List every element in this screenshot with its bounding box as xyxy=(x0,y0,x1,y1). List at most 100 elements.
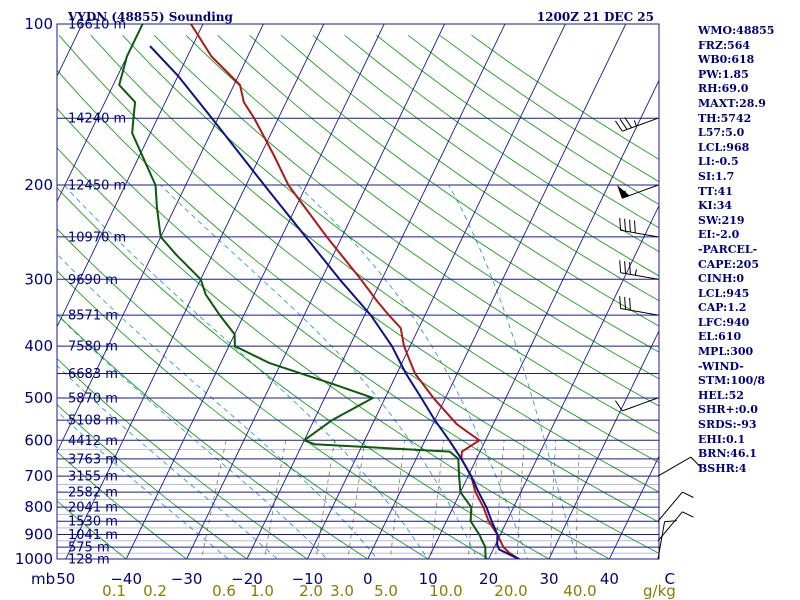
dry-adiabat-line xyxy=(57,187,550,559)
stat-item: EHI:0.1 xyxy=(698,432,746,446)
isotherm-line xyxy=(57,24,264,454)
wind-barb-staff xyxy=(620,308,659,316)
height-label: 9690 m xyxy=(68,273,118,288)
dry-adiabat-line xyxy=(58,35,659,493)
pressure-axis: 1000 900 800 700 600 500 400 300 200 100 xyxy=(15,15,53,568)
pressure-tick-label: 400 xyxy=(24,337,53,355)
stat-item: L57:5.0 xyxy=(698,126,745,140)
plot-frame xyxy=(56,23,660,560)
wind-barb-feather xyxy=(682,511,694,518)
mixing-ratio-label: 5.0 xyxy=(374,582,398,600)
stat-item: FRZ:564 xyxy=(698,38,751,52)
wind-barb-staff xyxy=(657,511,683,542)
stat-item: LFC:940 xyxy=(698,315,750,329)
stat-item: CAP:1.2 xyxy=(698,301,747,315)
height-labels: 16610 m 14240 m 12450 m 10970 m 9690 m 8571 m… xyxy=(68,18,126,568)
station-title: VYDN (48855) Sounding xyxy=(67,10,234,24)
plot-background xyxy=(57,24,659,559)
pressure-tick-label: 800 xyxy=(24,498,53,516)
stat-item: BRN:46.1 xyxy=(698,447,757,461)
pressure-tick-label: 1000 xyxy=(15,550,53,568)
dry-adiabat-line xyxy=(57,403,248,559)
wind-barb-feather xyxy=(614,400,623,412)
mixing-ratio-label: 10.0 xyxy=(429,582,462,600)
stat-item: -PARCEL- xyxy=(698,242,758,256)
stat-item: MPL:300 xyxy=(698,345,754,359)
stat-item: WB0:618 xyxy=(698,53,755,67)
stat-item: TH:5742 xyxy=(698,111,752,125)
x-axis-corner-label: mb xyxy=(31,570,55,588)
wind-barb-feather xyxy=(634,220,636,233)
isotherm-line xyxy=(427,79,659,559)
stat-item: KI:34 xyxy=(698,199,733,213)
dry-adiabat-line xyxy=(57,358,309,559)
pressure-tick-label: 200 xyxy=(24,176,53,194)
dewpoint-line xyxy=(118,24,487,559)
stat-item: WMO:48855 xyxy=(698,24,775,37)
height-label: 3155 m xyxy=(68,470,118,485)
temperature-tick-label: 20 xyxy=(479,570,498,588)
stat-item: PW:1.85 xyxy=(698,67,749,81)
background-grid xyxy=(57,24,659,559)
wind-barb-feather xyxy=(624,261,626,274)
valid-time: 1200Z 21 DEC 25 xyxy=(537,10,654,24)
stat-item: BSHR:4 xyxy=(698,461,747,475)
parcel-line xyxy=(149,45,522,559)
wind-barb xyxy=(617,184,659,199)
isotherm-line xyxy=(608,455,659,559)
temperature-tick-label: −20 xyxy=(231,570,263,588)
wind-barb xyxy=(657,511,694,542)
height-label: 7580 m xyxy=(68,340,118,355)
stat-item: LCL:945 xyxy=(698,286,750,300)
wind-barb-feather xyxy=(624,296,626,310)
dry-adiabat-line xyxy=(57,451,188,559)
height-label: 1041 m xyxy=(68,528,118,543)
temperature-tick-label: C xyxy=(665,570,675,588)
dry-adiabat-line xyxy=(90,34,659,464)
stat-item: LCL:968 xyxy=(698,140,750,154)
wind-barb-feather xyxy=(690,456,700,467)
mixing-ratio-label: 0.2 xyxy=(143,582,167,600)
pressure-tick-label: 500 xyxy=(24,389,53,407)
dry-adiabat-line xyxy=(57,107,659,554)
stat-item: SI:1.7 xyxy=(698,169,735,183)
wind-barb xyxy=(614,117,659,132)
pressure-tick-label: 700 xyxy=(24,467,53,485)
height-label: 575 m xyxy=(68,541,110,556)
mixing-ratio-axis: g/kg 0.1 0.2 0.6 1.0 2.0 3.0 5.0 10.0 20.0 40.0 xyxy=(102,582,676,600)
isotherm-line xyxy=(367,24,627,559)
wind-barb xyxy=(619,260,659,280)
height-label: 5108 m xyxy=(68,414,118,429)
stat-item: CAPE:205 xyxy=(698,257,759,271)
wind-barb xyxy=(619,296,659,316)
height-label: 12450 m xyxy=(68,179,126,194)
stat-item: STM:100/8 xyxy=(698,374,765,388)
dry-adiabat-line xyxy=(57,500,127,559)
stat-item: SHR+:0.0 xyxy=(698,403,758,417)
isotherm-line xyxy=(65,24,325,559)
isotherm-line xyxy=(488,204,659,559)
wind-barb-staff xyxy=(622,397,659,412)
stat-item: SRDS:-93 xyxy=(698,418,757,432)
temperature-tick-label: −30 xyxy=(171,570,203,588)
temperature-tick-label: −40 xyxy=(110,570,142,588)
height-label: 2041 m xyxy=(68,501,118,516)
dry-adiabat-line xyxy=(57,228,490,559)
stat-item: EL:610 xyxy=(698,330,742,344)
height-label: 8571 m xyxy=(68,309,118,324)
isotherm-line xyxy=(57,24,144,203)
pressure-tick-label: 100 xyxy=(24,15,53,33)
temperature-tick-label: 0 xyxy=(363,570,373,588)
moist-adiabat-line xyxy=(448,184,578,559)
sounding-profiles xyxy=(118,24,522,559)
wind-barb-half-feather xyxy=(624,190,628,197)
stat-item: CINH:0 xyxy=(698,272,745,286)
wind-barb-feather xyxy=(619,296,622,309)
temperature-tick-label: 10 xyxy=(419,570,438,588)
dry-adiabat-line xyxy=(217,34,659,353)
wind-barb xyxy=(657,520,677,560)
wind-barb-half-feather xyxy=(634,269,637,276)
isotherm-line xyxy=(186,24,446,559)
wind-barb-staff xyxy=(657,456,692,477)
height-label: 14240 m xyxy=(68,112,126,127)
